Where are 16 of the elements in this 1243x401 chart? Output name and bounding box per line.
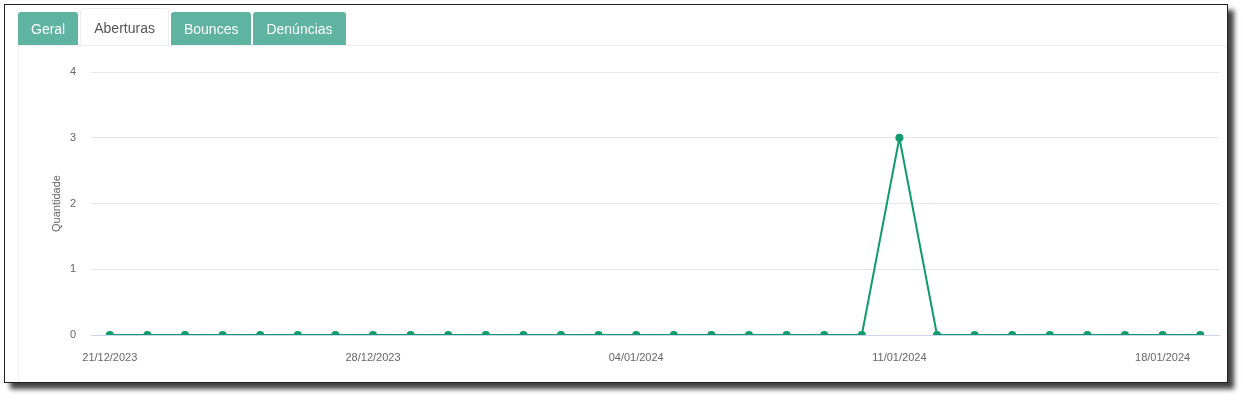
y-tick-label: 0 bbox=[69, 328, 76, 341]
y-axis-title: Quantidade bbox=[49, 175, 62, 232]
tab: Aberturas bbox=[80, 8, 169, 45]
y-tick-label: 4 bbox=[69, 65, 76, 78]
y-tick-label: 3 bbox=[69, 130, 76, 143]
tab: Geral bbox=[18, 12, 79, 45]
chart-title: Aberturas bbox=[94, 20, 155, 36]
x-tick-label: 18/01/2024 bbox=[1135, 350, 1191, 363]
tab: Denúncias bbox=[253, 12, 346, 45]
x-tick-label: 11/01/2024 bbox=[872, 350, 927, 363]
x-tick-label: 04/01/2024 bbox=[608, 350, 664, 363]
x-tick-label: 21/12/2023 bbox=[82, 350, 138, 363]
x-tick-label: 28/12/2023 bbox=[345, 350, 401, 363]
tab: Bounces bbox=[170, 12, 252, 45]
y-tick-label: 1 bbox=[69, 262, 76, 275]
y-tick-label: 2 bbox=[69, 196, 76, 209]
